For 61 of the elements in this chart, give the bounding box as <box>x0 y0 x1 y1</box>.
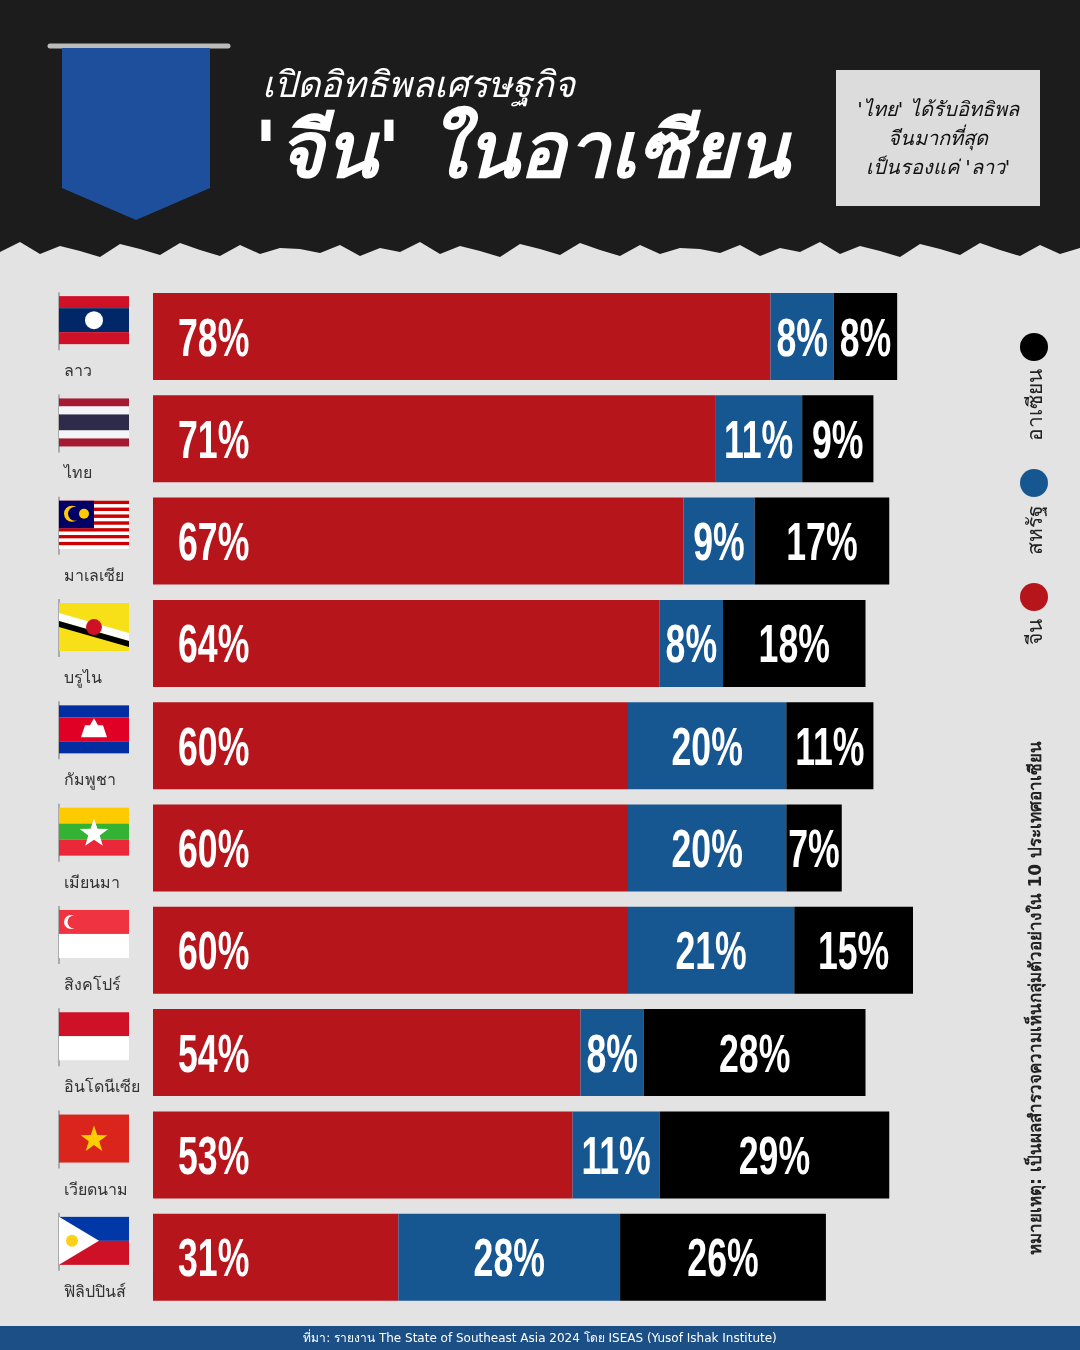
data-label: 20% <box>671 716 743 777</box>
bar <box>643 1009 866 1097</box>
data-label: 11% <box>581 1125 651 1186</box>
y-tick-label: เวียดนาม <box>64 1179 128 1199</box>
bar <box>153 1009 581 1097</box>
y-tick-label: ลาว <box>64 361 92 381</box>
bar <box>620 1213 826 1301</box>
data-label: 26% <box>687 1227 759 1288</box>
bar <box>659 1111 890 1199</box>
data-label: 15% <box>817 920 890 982</box>
data-label: 7% <box>788 818 840 879</box>
y-tick-label: บรูไน <box>64 668 102 689</box>
data-label: 67% <box>178 511 250 572</box>
chart-subtitle: เปิดอิทธิพลเศรษฐกิจ <box>262 63 575 107</box>
legend-label: อาเซียน <box>1021 369 1048 441</box>
y-tick-label: ไทย <box>62 463 92 483</box>
bar <box>153 702 628 790</box>
data-label: 9% <box>812 409 864 470</box>
data-label: 8% <box>839 307 892 368</box>
data-label: 17% <box>786 511 858 572</box>
legend-label: จีน <box>1021 619 1048 645</box>
y-tick-label: มาเลเซีย <box>64 565 124 585</box>
data-label: 60% <box>178 716 250 777</box>
data-label: 9% <box>693 511 745 572</box>
data-label: 21% <box>675 920 747 982</box>
bar <box>153 804 628 892</box>
data-label: 78% <box>178 307 250 368</box>
data-label: 8% <box>665 614 718 675</box>
data-label: 71% <box>178 409 250 470</box>
data-label: 29% <box>738 1125 811 1186</box>
data-label: 11% <box>723 409 794 470</box>
bar <box>153 1111 573 1199</box>
legend-label: สหรัฐ <box>1021 505 1048 555</box>
bar <box>153 1213 399 1301</box>
bar <box>628 906 795 994</box>
data-label: 18% <box>758 614 830 675</box>
data-label: 60% <box>178 920 250 982</box>
bar <box>398 1213 621 1301</box>
data-label: 8% <box>586 1023 638 1084</box>
bar <box>153 497 684 585</box>
bar <box>153 395 716 483</box>
data-label: 54% <box>178 1023 250 1084</box>
data-label: 53% <box>178 1125 250 1186</box>
data-label: 28% <box>473 1227 545 1288</box>
data-label: 28% <box>719 1023 791 1084</box>
data-label: 8% <box>776 307 828 368</box>
y-tick-label: กัมพูชา <box>64 770 116 791</box>
y-tick-label: สิงคโปร์ <box>64 974 121 994</box>
bar <box>153 293 771 380</box>
data-label: 60% <box>178 818 250 879</box>
y-tick-label: อินโดนีเซีย <box>64 1077 140 1097</box>
data-label: 20% <box>671 818 743 879</box>
bar <box>153 906 628 994</box>
bar <box>153 599 660 687</box>
y-tick-label: ฟิลิปปินส์ <box>64 1281 126 1301</box>
data-label: 64% <box>178 614 250 675</box>
data-label: 11% <box>795 716 865 777</box>
data-label: 31% <box>178 1227 250 1288</box>
y-tick-label: เมียนมา <box>64 872 120 892</box>
text: หมายเหตุ: เป็นผลสำรวจความเห็นกลุ่มตัวอย่างใน 10 ประเทศอาเซียน <box>1023 739 1047 1258</box>
text: 'ไทย' ได้รับอิทธิพล จีนมากที่สุด เป็นรองแค่ 'ลาว' <box>836 70 1040 206</box>
